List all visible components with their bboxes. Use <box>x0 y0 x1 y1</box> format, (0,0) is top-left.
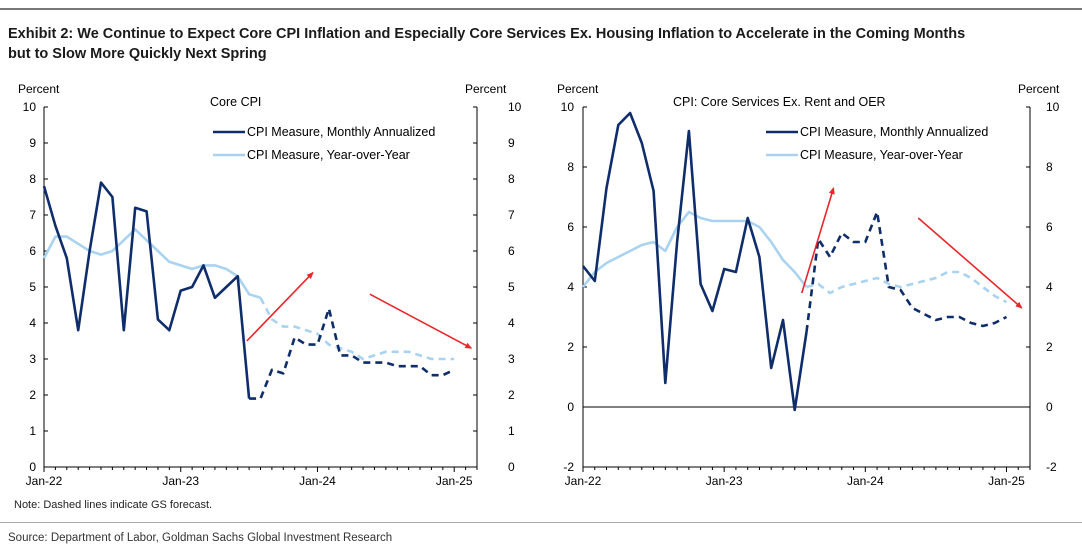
y-tick-label-left: 2 <box>29 388 36 402</box>
top-rule <box>0 8 1082 10</box>
y-tick-label-left: 0 <box>567 400 574 414</box>
left-axis-unit-label: Percent <box>557 82 599 96</box>
legend-label: CPI Measure, Monthly Annualized <box>247 125 435 139</box>
legend-label: CPI Measure, Year-over-Year <box>800 148 963 162</box>
right-axis-unit-label: Percent <box>465 82 507 96</box>
y-tick-label-right: 6 <box>508 244 515 258</box>
trend-arrow <box>246 271 314 342</box>
x-tick-label: Jan-23 <box>162 474 199 488</box>
y-tick-label-right: -2 <box>1046 460 1057 474</box>
left-axis-unit-label: Percent <box>18 82 60 96</box>
y-tick-label-left: 9 <box>29 136 36 150</box>
x-tick-label: Jan-22 <box>26 474 63 488</box>
monthly-series-actual-line <box>42 181 251 399</box>
y-tick-label-right: 7 <box>508 208 515 222</box>
y-tick-label-right: 4 <box>1046 280 1053 294</box>
y-tick-label-left: 0 <box>29 460 36 474</box>
core-services-chart: Percent Percent -2 -2 0 0 2 2 4 4 6 6 8 8 10 10 Jan-22 Ja… <box>557 82 1060 488</box>
chart-title: CPI: Core Services Ex. Rent and OER <box>673 95 886 109</box>
y-tick-label-left: 10 <box>23 100 37 114</box>
y-tick-label-right: 3 <box>508 352 515 366</box>
forecast-note: Note: Dashed lines indicate GS forecast. <box>14 499 212 511</box>
y-tick-label-right: 10 <box>508 100 522 114</box>
yoy-series-actual-line <box>42 228 261 300</box>
y-tick-label-left: 3 <box>29 352 36 366</box>
y-tick-label-right: 1 <box>508 424 515 438</box>
trend-arrow <box>917 217 1023 309</box>
y-tick-label-left: 1 <box>29 424 36 438</box>
exhibit-title: Exhibit 2: We Continue to Expect Core CP… <box>8 24 1078 64</box>
y-tick-label-right: 2 <box>508 388 515 402</box>
y-tick-label-left: 4 <box>29 316 36 330</box>
title-line-1: Exhibit 2: We Continue to Expect Core CP… <box>8 26 966 42</box>
source-note: Source: Department of Labor, Goldman Sac… <box>8 532 393 544</box>
x-tick-label: Jan-24 <box>299 474 336 488</box>
right-axis-unit-label: Percent <box>1018 82 1060 96</box>
y-tick-label-right: 9 <box>508 136 515 150</box>
y-tick-label-right: 0 <box>508 460 515 474</box>
y-tick-label-right: 5 <box>508 280 515 294</box>
chart-title: Core CPI <box>210 95 261 109</box>
x-tick-label: Jan-25 <box>436 474 473 488</box>
trend-arrow <box>801 187 835 294</box>
yoy-series-forecast-line <box>806 270 1008 304</box>
y-tick-label-right: 2 <box>1046 340 1053 354</box>
y-tick-label-left: 6 <box>567 220 574 234</box>
y-tick-label-left: 8 <box>567 160 574 174</box>
y-tick-label-right: 8 <box>1046 160 1053 174</box>
monthly-series-actual-line <box>581 111 808 412</box>
yoy-series-forecast-line <box>259 297 455 361</box>
y-tick-label-right: 8 <box>508 172 515 186</box>
y-tick-label-left: 2 <box>567 340 574 354</box>
y-tick-label-left: -2 <box>563 460 574 474</box>
bottom-rule <box>0 522 1082 523</box>
y-tick-label-right: 4 <box>508 316 515 330</box>
monthly-series-forecast-line <box>805 210 1008 333</box>
y-tick-label-left: 6 <box>29 244 36 258</box>
y-tick-label-right: 10 <box>1046 100 1060 114</box>
monthly-series-forecast-line <box>249 307 455 400</box>
y-tick-label-left: 10 <box>561 100 575 114</box>
legend-label: CPI Measure, Year-over-Year <box>247 148 410 162</box>
y-tick-label-left: 7 <box>29 208 36 222</box>
trend-arrow <box>369 293 473 349</box>
x-tick-label: Jan-22 <box>565 474 602 488</box>
y-tick-label-left: 5 <box>29 280 36 294</box>
y-tick-label-left: 8 <box>29 172 36 186</box>
x-tick-label: Jan-25 <box>988 474 1025 488</box>
x-tick-label: Jan-23 <box>706 474 743 488</box>
title-line-2: but to Slow More Quickly Next Spring <box>8 46 267 62</box>
legend-label: CPI Measure, Monthly Annualized <box>800 125 988 139</box>
core-cpi-chart: Percent Percent 0 0 1 1 2 2 3 3 4 4 5 5 6 6 7 7 8 8 9 9 10 10 Ja… <box>18 82 522 488</box>
x-tick-label: Jan-24 <box>847 474 884 488</box>
y-tick-label-right: 0 <box>1046 400 1053 414</box>
y-tick-label-left: 4 <box>567 280 574 294</box>
y-tick-label-right: 6 <box>1046 220 1053 234</box>
charts-canvas: Percent Percent 0 0 1 1 2 2 3 3 4 4 5 5 6 6 7 7 8 8 9 9 10 10 Ja… <box>14 82 1060 511</box>
